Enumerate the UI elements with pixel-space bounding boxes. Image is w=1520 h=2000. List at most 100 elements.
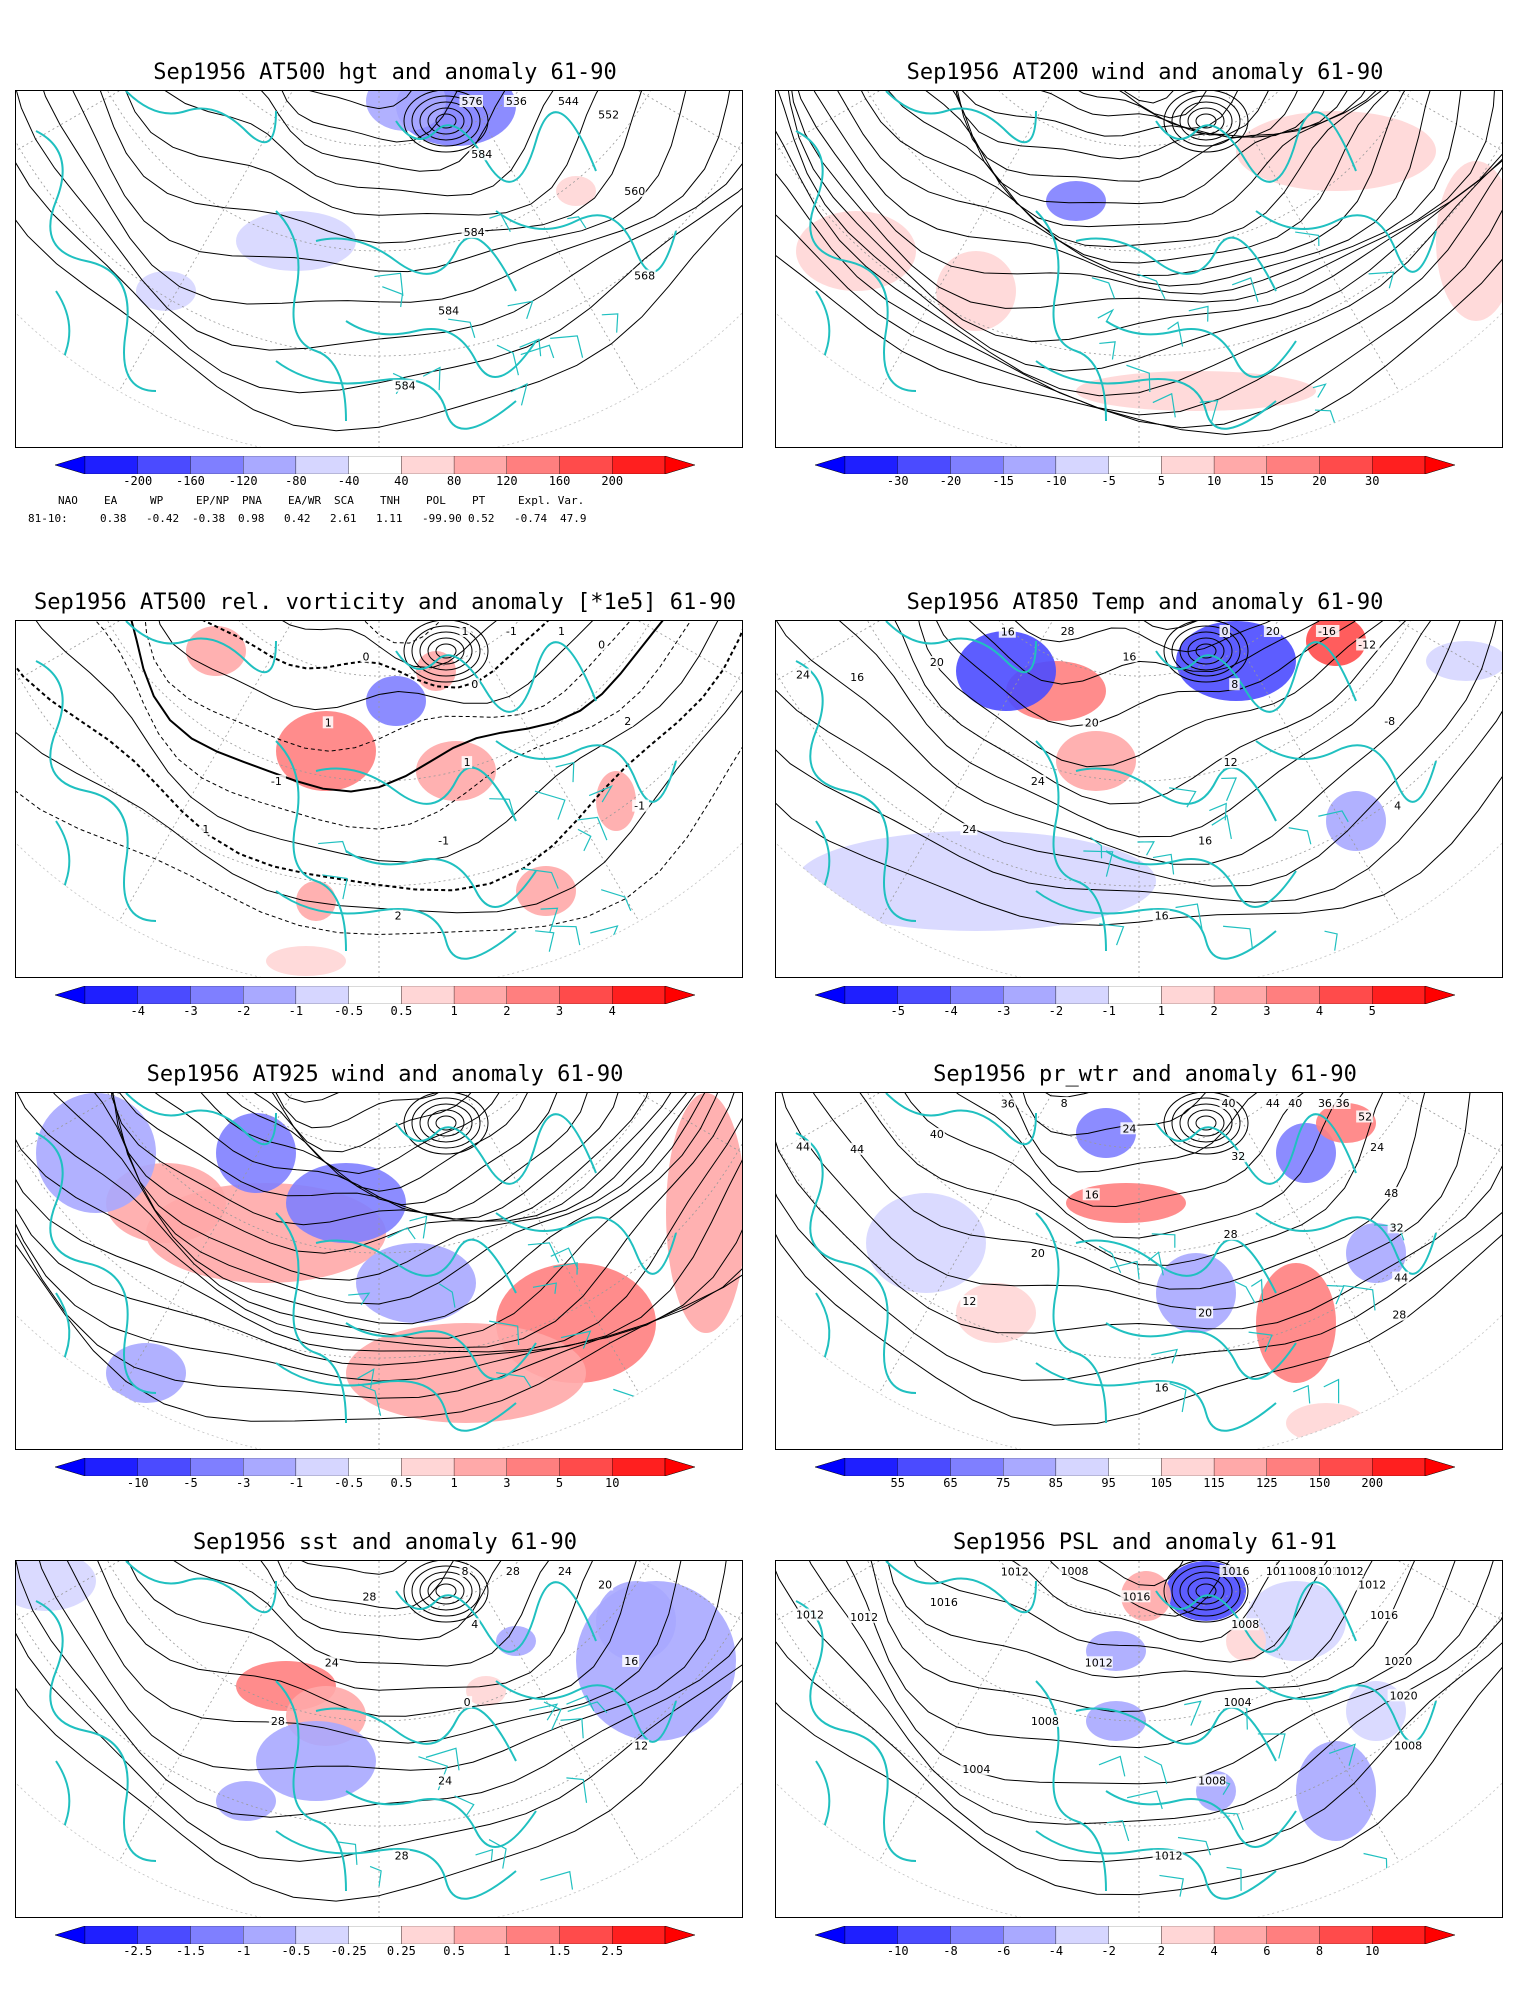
map-frame: -1 1 0 2 -1 1 0 1 -1 2 0 1 -1 1 [15, 620, 743, 978]
negative-anomaly-area [1046, 181, 1106, 221]
contour-label: 44 [796, 1140, 810, 1153]
contour-label: 24 [558, 1565, 572, 1578]
contour-label: 4 [1394, 800, 1401, 813]
coastline [55, 820, 97, 922]
colorbar [55, 986, 695, 1004]
contour-label: 1 [202, 823, 209, 836]
colorbar-swatch [897, 456, 951, 474]
colorbar-swatch [1055, 1926, 1109, 1944]
colorbar-swatch [844, 1926, 898, 1944]
contour-label: 1016 [1222, 1565, 1250, 1578]
colorbar-tick-label: 200 [601, 474, 624, 488]
coastline [885, 621, 1037, 674]
contour-label: 584 [464, 226, 485, 239]
coastline [1105, 850, 1297, 908]
index-value: 1.11 [376, 512, 403, 525]
colorbar-swatch [1003, 1926, 1057, 1944]
coastline [275, 1830, 517, 1900]
colorbar-tick-label: 15 [1259, 474, 1275, 488]
negative-anomaly-area [366, 676, 426, 726]
indices-values: 0.38 -0.42 -0.38 0.98 0.42 2.61 1.11 -99.90 0.52… [100, 512, 606, 525]
panel-title: Sep1956 AT200 wind and anomaly 61-90 [906, 60, 1384, 85]
colorbar-tick-label: -10 [1045, 474, 1067, 488]
colorbar-swatch [1319, 986, 1373, 1004]
negative-anomaly-area [1276, 1123, 1336, 1183]
contour-label: 8 [1231, 678, 1238, 691]
colorbar-swatch [1319, 1926, 1373, 1944]
positive-anomaly-area [416, 741, 496, 801]
negative-anomaly-area [1086, 1701, 1146, 1741]
map-frame: 536 544 552 560 568 576 584 584 584 584 [15, 90, 743, 448]
negative-anomaly-area [1246, 1581, 1346, 1661]
coastline [795, 130, 917, 392]
colorbar-swatch [559, 1926, 613, 1944]
colorbar-tick-label: 160 [548, 474, 571, 488]
coastline [395, 1581, 597, 1653]
colorbar-tick-label: 20 [1312, 474, 1327, 488]
coastline [125, 1093, 277, 1146]
index-value: 47.9 [560, 512, 587, 525]
colorbar-swatch [190, 1926, 244, 1944]
contour-label: 2 [395, 910, 402, 923]
polar-stereographic-map: 536 544 552 560 568 576 584 584 584 584 [16, 91, 742, 447]
colorbar-swatch [1161, 1926, 1215, 1944]
index-value: -0.42 [146, 512, 180, 525]
contour-label: 1004 [962, 1763, 990, 1776]
positive-anomaly-area [416, 651, 456, 691]
coastline [1255, 1212, 1437, 1275]
colorbar-swatch [506, 456, 560, 474]
colorbar-swatch [348, 456, 402, 474]
colorbar-swatch [897, 986, 951, 1004]
coastline [275, 1680, 347, 1892]
coastline [35, 1132, 157, 1394]
index-name: WP [150, 494, 164, 507]
colorbar-swatch [1319, 456, 1373, 474]
colorbar-tick-label: -0.25 [330, 1944, 367, 1958]
contour-label: 1008 [1031, 1715, 1059, 1728]
coastline [395, 641, 597, 713]
colorbar-tick-label: -3 [183, 1004, 198, 1018]
colorbar-tick-label: -10 [126, 1476, 149, 1490]
contour-label: 1020 [1384, 1655, 1412, 1668]
contour-label: 8 [1061, 1097, 1068, 1110]
colorbar-swatch [401, 986, 455, 1004]
contour-label: 560 [624, 185, 645, 198]
contour-label: 28 [1392, 1309, 1406, 1322]
contour-label: 1016 [1370, 1609, 1398, 1622]
index-value: 0.98 [238, 512, 265, 525]
colorbar [815, 1926, 1455, 1944]
index-name: PNA [242, 494, 262, 507]
colorbar-tick-label: 6 [1263, 1944, 1271, 1958]
contour-label: 36 [1318, 1097, 1332, 1110]
coastline [1075, 1706, 1277, 1762]
contour-label: -8 [1384, 715, 1395, 728]
map-panel: Sep1956 AT500 rel. vorticity and anomaly… [0, 590, 760, 1060]
colorbar-swatch [190, 456, 244, 474]
colorbar-swatch [1213, 1458, 1267, 1476]
polar-stereographic-map: -1 1 0 2 -1 1 0 1 -1 2 0 1 -1 1 [16, 621, 742, 977]
index-name: EA/WR [288, 494, 322, 507]
contour-label: -1 [506, 625, 517, 638]
colorbar-swatch [1055, 1458, 1109, 1476]
colorbar-swatch [1266, 986, 1320, 1004]
coastline [815, 1292, 857, 1394]
contour-label: 568 [634, 270, 655, 283]
colorbar-tick-label: -15 [992, 474, 1015, 488]
map-panel: Sep1956 pr_wtr and anomaly 61-90 44 36 52 48… [760, 1062, 1520, 1532]
positive-anomaly-area [936, 251, 1016, 331]
map-frame [775, 90, 1503, 448]
coastline [315, 1706, 517, 1762]
panel-title: Sep1956 pr_wtr and anomaly 61-90 [933, 1062, 1357, 1087]
coastline [345, 320, 537, 378]
contour-label: 1008 [1198, 1774, 1226, 1787]
colorbar-tick-label: -5 [183, 1476, 198, 1490]
colorbar-tick-label: 65 [943, 1476, 958, 1490]
colorbar-tick-label: -1 [288, 1004, 304, 1018]
colorbar-tick-label: -30 [886, 474, 909, 488]
colorbar-tick-label: -120 [228, 474, 258, 488]
colorbar-tick-label: -2 [1101, 1944, 1116, 1958]
negative-anomaly-area [216, 1781, 276, 1821]
colorbar-tick-label: 2.5 [601, 1944, 624, 1958]
contour-label: 16 [1122, 650, 1136, 663]
contour-label: 12 [1224, 756, 1238, 769]
